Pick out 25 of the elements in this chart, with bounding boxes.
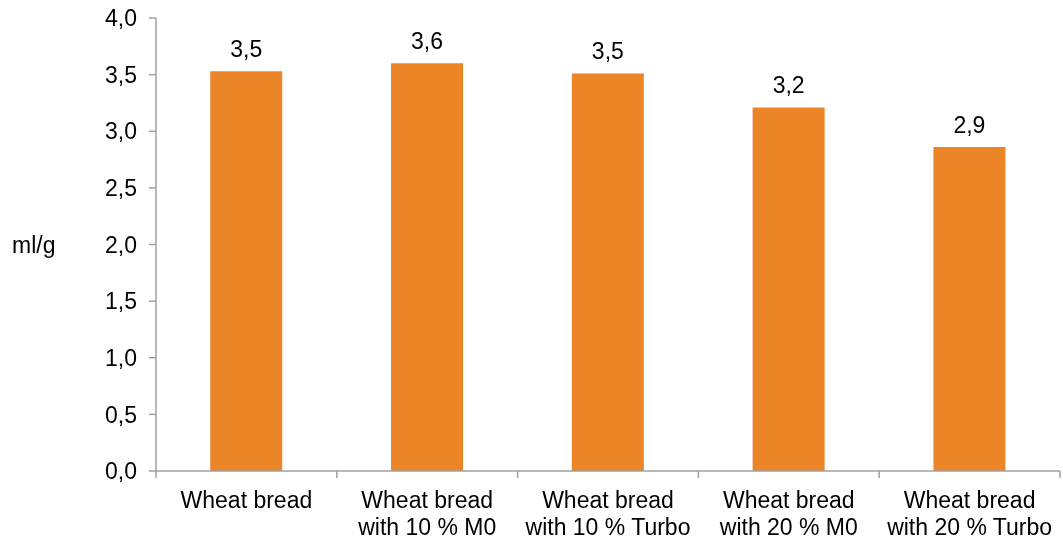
y-tick-label: 3,5: [105, 61, 137, 88]
y-tick-label: 2,5: [105, 175, 137, 202]
y-tick-label: 0,5: [105, 401, 137, 428]
y-axis-title: ml/g: [12, 231, 56, 258]
y-tick-label: 1,5: [105, 288, 137, 315]
x-tick-label: Wheat bread with 10 % Turbo: [524, 487, 691, 540]
y-tick-label: 3,0: [105, 118, 137, 145]
bar: [391, 63, 464, 471]
bar: [933, 147, 1006, 471]
data-label: 3,5: [230, 36, 263, 63]
x-tick-label: Wheat bread with 20 % Turbo: [886, 487, 1053, 540]
bar: [752, 107, 825, 471]
bar: [571, 73, 644, 471]
y-tick-label: 1,0: [105, 344, 137, 371]
data-label: 3,2: [772, 72, 805, 99]
x-tick-label: Wheat bread with 20 % M0: [718, 487, 858, 540]
x-tick-label: Wheat bread: [180, 487, 313, 513]
bar: [210, 71, 283, 471]
x-tick-label: Wheat bread with 10 % M0: [357, 487, 497, 540]
data-label: 3,6: [411, 28, 444, 55]
data-label: 2,9: [953, 112, 986, 139]
y-tick-label: 0,0: [105, 458, 137, 485]
y-tick-label: 2,0: [105, 231, 137, 258]
data-label: 3,5: [591, 38, 624, 65]
y-tick-label: 4,0: [105, 5, 137, 32]
